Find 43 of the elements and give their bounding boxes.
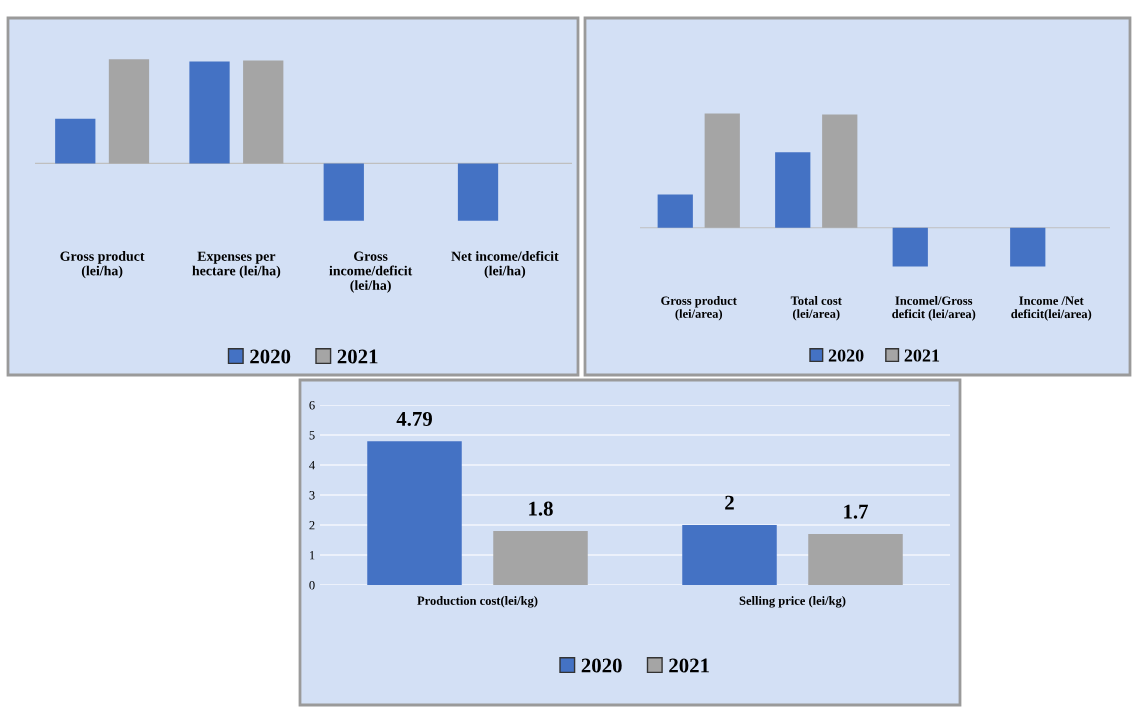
x-tick-label: Net income/deficit (lei/ha) bbox=[451, 250, 559, 279]
x-tick-label: Gross product (lei/area) bbox=[661, 296, 737, 321]
bar bbox=[808, 534, 903, 585]
bar bbox=[189, 61, 230, 164]
y-tick-label: 5 bbox=[309, 431, 315, 440]
bar bbox=[657, 194, 693, 228]
y-tick-label: 0 bbox=[309, 581, 315, 590]
legend-label: 2021 bbox=[669, 658, 709, 673]
bar bbox=[775, 152, 811, 228]
x-tick-label: Incomel/Gross deficit (lei/area) bbox=[892, 296, 976, 321]
x-tick-label: Gross product (lei/ha) bbox=[60, 251, 145, 279]
y-tick-label: 3 bbox=[309, 491, 315, 500]
y-tick-label: 1 bbox=[309, 551, 315, 560]
y-tick-label: 2 bbox=[309, 521, 315, 530]
bar bbox=[493, 531, 588, 585]
legend-label: 2020 bbox=[828, 349, 864, 362]
bar bbox=[323, 163, 364, 221]
bar bbox=[243, 60, 284, 164]
bar bbox=[367, 441, 462, 585]
x-tick-label: Income /Net deficit(lei/area) bbox=[1011, 296, 1092, 321]
x-tick-label: Expenses per hectare (lei/ha) bbox=[192, 251, 281, 279]
bar bbox=[892, 227, 928, 267]
legend-label: 2020 bbox=[581, 658, 622, 673]
data-label: 1.7 bbox=[844, 504, 869, 519]
bar bbox=[682, 525, 777, 585]
data-label: 4.79 bbox=[396, 411, 432, 427]
y-tick-label: 6 bbox=[309, 401, 315, 410]
bar bbox=[55, 118, 96, 164]
legend-label: 2021 bbox=[904, 349, 940, 362]
data-label: 2 bbox=[725, 495, 734, 510]
x-tick-label: Selling price (lei/kg) bbox=[739, 596, 846, 608]
bar bbox=[704, 113, 740, 228]
bar bbox=[108, 59, 150, 164]
bar bbox=[1010, 227, 1046, 267]
bar bbox=[822, 114, 858, 228]
data-label: 1.8 bbox=[529, 501, 553, 516]
x-tick-label: Production cost(lei/kg) bbox=[417, 596, 538, 608]
y-tick-label: 4 bbox=[309, 461, 315, 470]
bar bbox=[457, 163, 499, 221]
legend-label: 2020 bbox=[250, 349, 291, 364]
legend-label: 2021 bbox=[337, 349, 378, 364]
x-tick-label: Gross income/deficit (lei/ha) bbox=[329, 251, 413, 293]
x-tick-label: Total cost (lei/area) bbox=[790, 296, 842, 321]
